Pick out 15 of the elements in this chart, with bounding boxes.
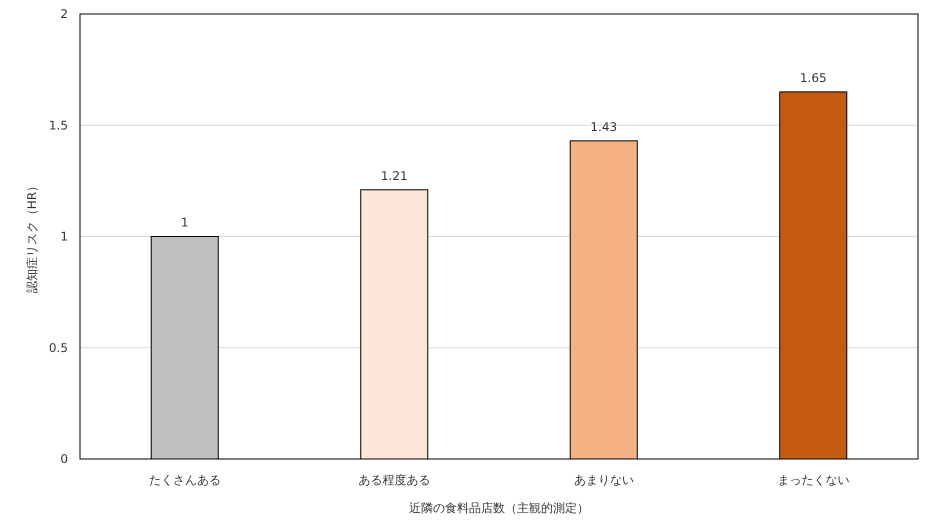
data-label: 1.65: [800, 70, 827, 85]
data-label: 1.43: [590, 120, 618, 134]
y-tick-label: 0: [60, 452, 68, 466]
x-tick-label: あまりない: [574, 473, 634, 487]
y-tick-label: 2: [60, 7, 68, 21]
data-label: 1: [180, 216, 189, 230]
data-label: 1.21: [380, 168, 408, 183]
y-tick-label: 1.5: [48, 118, 68, 132]
x-tick-label: まったくない: [777, 473, 850, 487]
y-tick-label: 1: [60, 230, 68, 244]
x-tick-label: たくさんある: [148, 473, 221, 487]
y-tick-label: 0.5: [48, 340, 68, 355]
x-tick-label: ある程度ある: [358, 473, 430, 487]
y-axis-title: 認知症リスク（HR）: [25, 180, 39, 294]
x-axis-title: 近隣の食料品店数（主観的測定）: [409, 501, 589, 515]
